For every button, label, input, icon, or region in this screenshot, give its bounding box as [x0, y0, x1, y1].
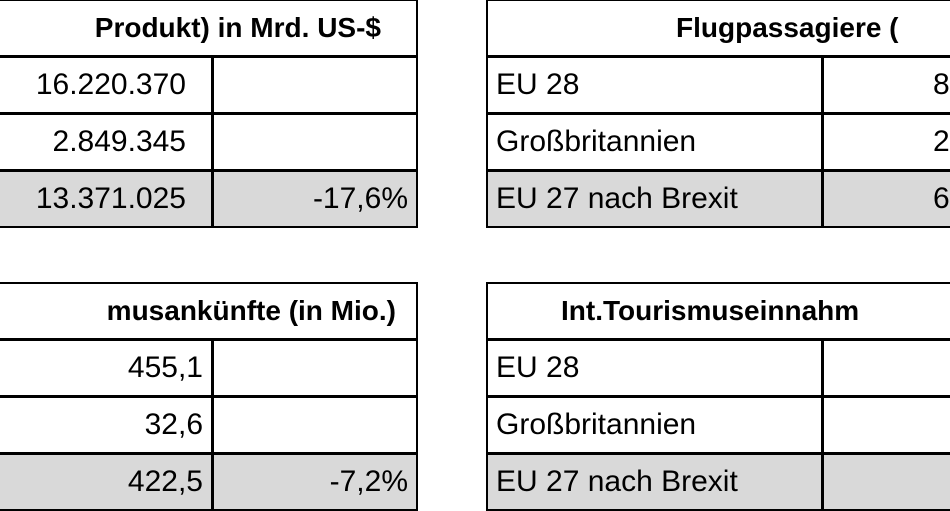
table-cell: EU 28: [486, 56, 823, 114]
table-header: musankünfte (in Mio.): [0, 282, 418, 340]
table-cell: 13.371.025: [0, 170, 213, 228]
table-cell: EU 28: [486, 339, 823, 397]
table-cell: 6: [822, 170, 950, 228]
table-header: Produkt) in Mrd. US-$: [0, 0, 418, 57]
table-header: Int.Tourismuseinnahm: [486, 282, 950, 340]
table-cell: 8: [822, 56, 950, 114]
table-cell: 2: [822, 113, 950, 171]
table-cell: [212, 339, 418, 397]
table-cell: 422,5: [0, 453, 213, 511]
table-cell: [822, 453, 950, 511]
table-cell: -17,6%: [212, 170, 418, 228]
table-cell: 16.220.370: [0, 56, 213, 114]
table-cell: EU 27 nach Brexit: [486, 170, 823, 228]
table-cell: Großbritannien: [486, 396, 823, 454]
table-cell: [212, 113, 418, 171]
table-cell: [822, 396, 950, 454]
table-cell: [822, 339, 950, 397]
table-cell: 2.849.345: [0, 113, 213, 171]
table-cell: [212, 56, 418, 114]
table-cell: Großbritannien: [486, 113, 823, 171]
table-cell: 32,6: [0, 396, 213, 454]
table-cell: [212, 396, 418, 454]
table-cell: EU 27 nach Brexit: [486, 453, 823, 511]
table-cell: -7,2%: [212, 453, 418, 511]
table-header: Flugpassagiere (: [486, 0, 950, 57]
table-cell: 455,1: [0, 339, 213, 397]
